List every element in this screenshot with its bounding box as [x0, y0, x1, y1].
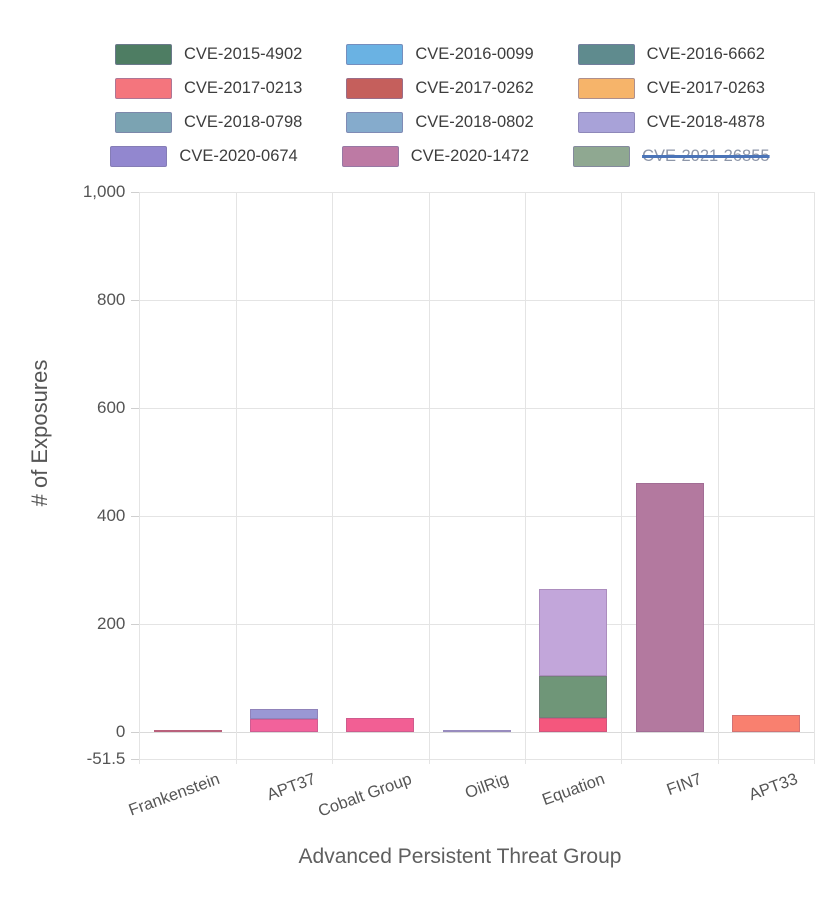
bar-segment-cobalt-group-cve-2017-0213	[346, 717, 415, 732]
legend-row: CVE-2018-0798 CVE-2018-0802 CVE-2018-4878	[60, 112, 820, 133]
h-gridline	[139, 759, 815, 761]
legend-item-cve-2016-0099[interactable]: CVE-2016-0099	[346, 44, 534, 65]
legend-item-cve-2018-4878[interactable]: CVE-2018-4878	[577, 112, 765, 133]
legend-item-cve-2015-4902[interactable]: CVE-2015-4902	[115, 44, 302, 65]
v-gridline	[717, 192, 719, 765]
legend-swatch-icon	[115, 44, 172, 65]
y-tick-label: 0	[115, 721, 126, 741]
y-tick-label: 800	[97, 289, 126, 309]
x-axis-title: Advanced Persistent Threat Group	[298, 845, 622, 868]
legend-item-label: CVE-2016-0099	[415, 45, 534, 63]
legend-swatch-icon	[115, 112, 172, 133]
v-gridline	[621, 192, 623, 765]
bar-segment-equation-cve-2018-4878	[539, 588, 608, 677]
legend-swatch-icon	[115, 78, 172, 99]
v-gridline	[525, 192, 526, 765]
legend-item-cve-2017-0263[interactable]: CVE-2017-0263	[577, 78, 765, 99]
y-tick-mark	[131, 407, 140, 409]
h-gridline	[139, 407, 815, 409]
legend-swatch-icon	[346, 44, 404, 65]
bar-segment-frankenstein-cve-2017-0262	[153, 729, 222, 732]
y-tick-label: 200	[97, 613, 126, 633]
legend-swatch-icon	[110, 146, 168, 167]
legend-item-cve-2018-0802[interactable]: CVE-2018-0802	[346, 112, 534, 133]
y-tick-label: 600	[97, 397, 126, 417]
legend-row: CVE-2020-0674 CVE-2020-1472 CVE-2021-26855	[60, 146, 820, 167]
v-gridline	[332, 192, 334, 765]
legend-swatch-icon	[346, 78, 404, 99]
legend-item-cve-2016-6662[interactable]: CVE-2016-6662	[577, 44, 765, 65]
legend-item-label: CVE-2015-4902	[184, 45, 303, 63]
bar-segment-equation-cve-2017-0213	[539, 718, 608, 732]
v-gridline	[428, 192, 430, 765]
legend-swatch-icon	[573, 146, 631, 167]
y-tick-label: 400	[97, 505, 126, 525]
legend-item-label: CVE-2018-0798	[184, 113, 303, 131]
legend-item-cve-2018-0798[interactable]: CVE-2018-0798	[115, 112, 302, 133]
legend-item-label: CVE-2017-0262	[415, 79, 534, 97]
legend-item-label: CVE-2020-0674	[179, 147, 298, 165]
h-gridline	[139, 515, 815, 517]
legend-item-cve-2017-0213[interactable]: CVE-2017-0213	[115, 78, 302, 99]
y-tick-label: -51.5	[86, 749, 126, 769]
y-tick-mark	[131, 192, 140, 193]
h-gridline	[139, 299, 815, 301]
y-tick-label: 1,000	[82, 182, 126, 201]
bar-segment-equation-cve-2015-4902	[539, 676, 608, 719]
bar-segment-apt37-cve-2017-0213	[250, 718, 318, 732]
bar-segment-apt37-cve-2018-4878	[250, 709, 318, 719]
y-tick-mark	[131, 299, 140, 301]
h-gridline	[139, 623, 815, 625]
legend-item-cve-2020-1472[interactable]: CVE-2020-1472	[341, 146, 530, 167]
legend-item-label: CVE-2020-1472	[410, 147, 530, 165]
legend-swatch-icon	[577, 78, 635, 99]
legend-item-label: CVE-2017-0263	[646, 79, 765, 97]
legend-item-cve-2021-26855[interactable]: CVE-2021-26855	[573, 146, 770, 167]
h-gridline	[139, 192, 815, 193]
bar-segment-fin7-cve-2020-1472	[635, 483, 704, 732]
y-tick-mark	[131, 759, 140, 761]
legend-item-cve-2020-0674[interactable]: CVE-2020-0674	[110, 146, 298, 167]
v-gridline	[235, 192, 237, 765]
legend-item-cve-2017-0262[interactable]: CVE-2017-0262	[346, 78, 534, 99]
y-axis-line	[139, 192, 141, 765]
legend-item-label: CVE-2018-4878	[646, 113, 765, 131]
y-tick-mark	[131, 515, 140, 517]
legend-swatch-icon	[346, 112, 404, 133]
legend-item-label: CVE-2017-0213	[184, 79, 303, 97]
legend: CVE-2015-4902 CVE-2016-0099 CVE-2016-6662 C…	[60, 44, 820, 167]
legend-row: CVE-2017-0213 CVE-2017-0262 CVE-2017-0263	[60, 78, 820, 99]
legend-row: CVE-2015-4902 CVE-2016-0099 CVE-2016-6662	[60, 44, 820, 65]
legend-item-label: CVE-2016-6662	[646, 45, 765, 63]
bar-segment-oilrig-cve-2018-4878	[442, 729, 511, 732]
legend-swatch-icon	[577, 44, 635, 65]
y-axis-title: # of Exposures	[27, 359, 52, 507]
h-gridline	[139, 731, 815, 733]
legend-swatch-icon	[577, 112, 635, 133]
y-tick-mark	[131, 731, 140, 733]
bar-segment-apt33-cve-2017-0213	[732, 715, 800, 732]
legend-item-label: CVE-2018-0802	[415, 113, 534, 131]
v-gridline	[814, 192, 816, 765]
y-tick-mark	[131, 623, 140, 625]
legend-item-label: CVE-2021-26855	[642, 147, 770, 165]
legend-swatch-icon	[341, 146, 399, 167]
